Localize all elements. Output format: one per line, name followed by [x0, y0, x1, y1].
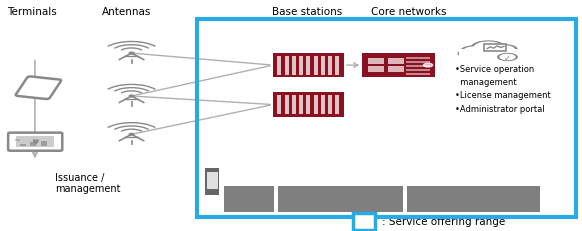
Text: ~: ~	[13, 135, 20, 144]
Text: Service management: Service management	[422, 195, 525, 204]
Circle shape	[493, 46, 515, 55]
FancyBboxPatch shape	[484, 45, 506, 52]
FancyBboxPatch shape	[292, 57, 296, 75]
FancyBboxPatch shape	[406, 69, 430, 71]
FancyBboxPatch shape	[20, 144, 26, 146]
Text: ♥: ♥	[31, 138, 39, 146]
Circle shape	[129, 134, 134, 136]
Circle shape	[474, 42, 503, 54]
Text: •Service operation
  management
•License management
•Administrator portal: •Service operation management •License m…	[455, 65, 551, 113]
FancyBboxPatch shape	[406, 58, 430, 60]
FancyBboxPatch shape	[16, 136, 54, 148]
FancyBboxPatch shape	[314, 96, 318, 114]
FancyBboxPatch shape	[388, 59, 404, 65]
FancyBboxPatch shape	[328, 96, 332, 114]
FancyBboxPatch shape	[292, 96, 296, 114]
Text: ✓: ✓	[504, 53, 511, 62]
FancyBboxPatch shape	[467, 58, 516, 59]
FancyBboxPatch shape	[278, 96, 282, 114]
FancyBboxPatch shape	[459, 50, 524, 59]
FancyBboxPatch shape	[8, 133, 62, 151]
FancyBboxPatch shape	[224, 186, 274, 213]
FancyBboxPatch shape	[285, 96, 289, 114]
FancyBboxPatch shape	[388, 67, 404, 73]
Circle shape	[501, 49, 522, 58]
FancyBboxPatch shape	[307, 57, 310, 75]
FancyBboxPatch shape	[273, 93, 344, 117]
FancyBboxPatch shape	[407, 186, 540, 213]
Circle shape	[129, 53, 134, 55]
FancyBboxPatch shape	[321, 96, 325, 114]
Circle shape	[423, 64, 432, 68]
FancyBboxPatch shape	[368, 67, 384, 73]
FancyBboxPatch shape	[353, 213, 375, 230]
Circle shape	[460, 46, 490, 58]
Text: Issuance /
management: Issuance / management	[55, 172, 121, 194]
FancyBboxPatch shape	[30, 143, 36, 146]
Circle shape	[499, 55, 516, 61]
FancyBboxPatch shape	[314, 57, 318, 75]
FancyBboxPatch shape	[406, 61, 430, 63]
Text: Terminals: Terminals	[7, 7, 56, 17]
FancyBboxPatch shape	[368, 59, 384, 65]
FancyBboxPatch shape	[278, 186, 403, 213]
Circle shape	[490, 45, 518, 56]
FancyBboxPatch shape	[299, 57, 303, 75]
FancyBboxPatch shape	[362, 54, 435, 78]
FancyBboxPatch shape	[273, 54, 344, 78]
FancyBboxPatch shape	[285, 57, 289, 75]
FancyBboxPatch shape	[335, 57, 339, 75]
Circle shape	[457, 50, 478, 58]
FancyBboxPatch shape	[406, 66, 430, 67]
Circle shape	[471, 41, 506, 55]
Circle shape	[460, 51, 475, 57]
Circle shape	[504, 51, 519, 57]
FancyBboxPatch shape	[41, 141, 47, 146]
Circle shape	[463, 47, 487, 57]
FancyBboxPatch shape	[299, 96, 303, 114]
Text: Base station software: Base station software	[288, 195, 394, 204]
Text: Antennas: Antennas	[102, 7, 151, 17]
FancyBboxPatch shape	[321, 57, 325, 75]
FancyBboxPatch shape	[328, 57, 332, 75]
Text: Base stations: Base stations	[272, 7, 343, 17]
Text: Core networks: Core networks	[371, 7, 447, 17]
Text: SIM: SIM	[240, 195, 258, 204]
FancyBboxPatch shape	[278, 57, 282, 75]
FancyBboxPatch shape	[307, 96, 310, 114]
Text: : Service offering range: : Service offering range	[382, 216, 506, 227]
FancyBboxPatch shape	[335, 96, 339, 114]
FancyBboxPatch shape	[205, 169, 219, 195]
FancyBboxPatch shape	[406, 73, 430, 75]
FancyBboxPatch shape	[16, 77, 61, 100]
Circle shape	[129, 96, 134, 97]
FancyBboxPatch shape	[207, 172, 218, 189]
Circle shape	[497, 54, 518, 62]
